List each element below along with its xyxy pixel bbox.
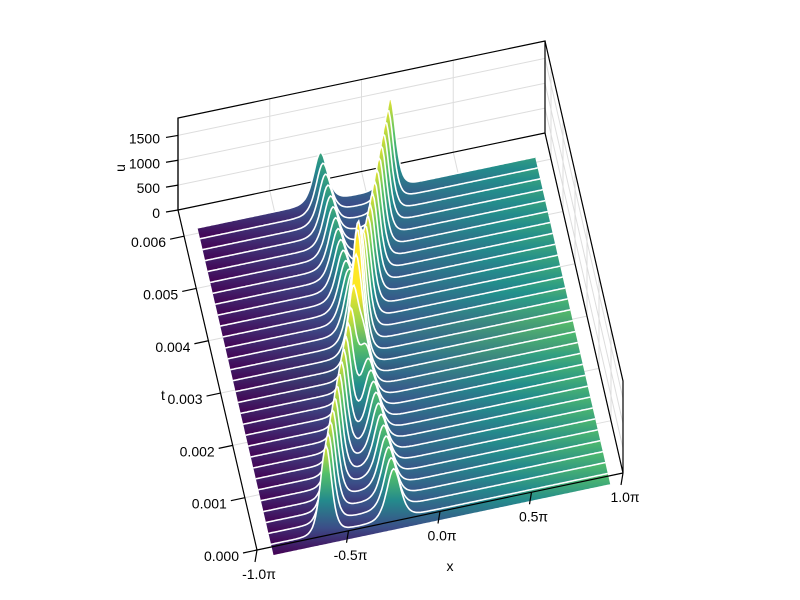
t-tick-label: 0.002 [180,443,215,459]
x-tick-label: 0.0π [427,528,456,544]
u-tick-label: 500 [137,180,161,196]
x-axis-ticks: -1.0π -0.5π 0.0π 0.5π 1.0π [242,472,640,582]
t-tick-label: 0.005 [143,286,178,302]
t-axis-label: t [161,387,165,403]
u-axis-label: u [112,164,128,172]
surface-ribbons [197,97,611,555]
x-tick-label: -1.0π [242,566,276,582]
t-tick-label: 0.001 [192,496,227,512]
u-tick-label: 0 [152,205,160,221]
x-tick-label: -0.5π [334,547,368,563]
x-axis-label: x [447,558,454,574]
x-tick-label: 1.0π [610,489,639,505]
x-tick-label: 0.5π [519,508,548,524]
t-axis-ticks: 0.000 0.001 0.002 0.003 0.004 0.005 0.006 [131,234,258,564]
t-tick-label: 0.006 [131,234,166,250]
u-tick-label: 1000 [129,155,160,171]
t-tick-label: 0.003 [167,391,202,407]
t-tick-label: 0.000 [204,548,239,564]
u-axis-ticks: 0 500 1000 1500 [129,130,179,221]
u-tick-label: 1500 [129,130,160,146]
t-tick-label: 0.004 [155,339,190,355]
